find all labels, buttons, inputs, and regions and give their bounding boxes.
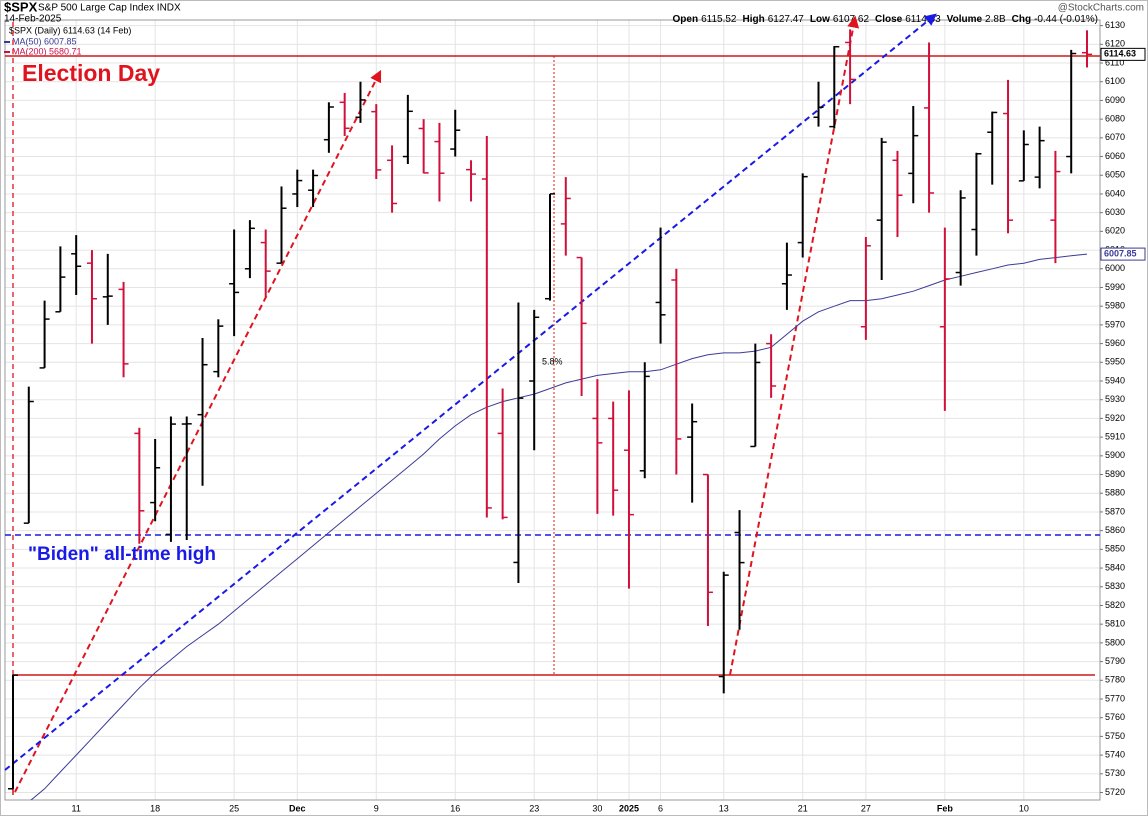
y-tick-label: 5890 (1105, 469, 1125, 479)
quote-value: 6114.63 (905, 14, 941, 25)
y-tick-label: 5920 (1105, 413, 1125, 423)
y-tick-label: 5730 (1105, 768, 1125, 778)
annotation-lines (4, 13, 1100, 795)
y-tick-label: 5800 (1105, 637, 1125, 647)
y-tick-label: 6100 (1105, 76, 1125, 86)
y-tick-label: 5870 (1105, 506, 1125, 516)
marks (8, 29, 1092, 800)
quote-value: -0.44 (-0.01%) (1034, 14, 1098, 25)
price-box (1100, 47, 1146, 61)
y-tick-label: 6130 (1105, 20, 1125, 30)
y-tick-label: 6070 (1105, 132, 1125, 142)
y-tick-label: 6090 (1105, 95, 1125, 105)
price-box-label: 6007.85 (1104, 248, 1137, 258)
x-tick-label: 10 (1019, 803, 1029, 813)
ma50-line (30, 253, 1088, 800)
x-tick-label: 21 (798, 803, 808, 813)
x-tick-label: 16 (450, 803, 460, 813)
x-tick-label: 6 (658, 803, 663, 813)
y-tick-label: 5980 (1105, 301, 1125, 311)
quote: Open 6115.52 High 6127.47 Low 6107.62 Close 611… (673, 14, 1098, 25)
annotation: Election Day (22, 60, 160, 86)
y-tick-label: 5760 (1105, 712, 1125, 722)
quote-value: 6127.47 (768, 14, 805, 25)
x-tick-label: Dec (289, 803, 306, 813)
index-name: S&P 500 Large Cap Index INDX (38, 3, 181, 14)
x-tick-label: 18 (150, 803, 160, 813)
x-tick-label: 25 (229, 803, 239, 813)
x-tick-label: 2025 (619, 803, 639, 813)
quote-label: Open (673, 14, 699, 25)
price-box-label: 6114.63 (1104, 49, 1136, 59)
x-tick-label: 23 (529, 803, 539, 813)
quote-label: High (742, 14, 764, 25)
y-tick-label: 5910 (1105, 431, 1125, 441)
y-tick-label: 6050 (1105, 170, 1125, 180)
x-tick-label: 30 (592, 803, 602, 813)
trend-arrow (14, 69, 382, 793)
y-tick-label: 6000 (1105, 263, 1125, 273)
y-tick-label: 6060 (1105, 151, 1125, 161)
y-tick-label: 5750 (1105, 731, 1125, 741)
y-tick-label: 5770 (1105, 693, 1125, 703)
annotation: 5.8% (542, 356, 563, 366)
legend: $SPX (Daily) 6114.63 (14 Feb) MA(50) 600… (9, 25, 131, 56)
y-tick-label: 5850 (1105, 544, 1125, 554)
y-tick-label: 5860 (1105, 525, 1125, 535)
y-tick-label: 6030 (1105, 207, 1125, 217)
legend-ma200: MA(200) 5680.71 (12, 46, 82, 56)
y-tick-label: 5780 (1105, 675, 1125, 685)
y-tick-label: 5810 (1105, 619, 1125, 629)
x-tick-label: 11 (72, 803, 81, 813)
x-tick-label: 13 (719, 803, 729, 813)
y-tick-label: 5950 (1105, 357, 1125, 367)
quote-value: 6115.52 (701, 14, 737, 25)
y-tick-label: 5720 (1105, 787, 1125, 797)
y-tick-label: 5790 (1105, 656, 1125, 666)
quote-label: Volume (947, 14, 983, 25)
y-tick-label: 5970 (1105, 319, 1125, 329)
price-box (1100, 247, 1146, 261)
annotation: "Biden" all-time high (28, 544, 216, 565)
y-tick-label: 6080 (1105, 114, 1125, 124)
y-tick-label: 5840 (1105, 562, 1125, 572)
y-tick-label: 6120 (1105, 39, 1125, 49)
y-tick-label: 6020 (1105, 226, 1125, 236)
y-tick-label: 6040 (1105, 188, 1125, 198)
grid (5, 20, 1100, 800)
quote-label: Chg (1012, 14, 1031, 25)
y-tick-label: 5820 (1105, 600, 1125, 610)
quote-label: Low (810, 14, 830, 25)
y-tick-label: 5960 (1105, 338, 1125, 348)
y-tick-label: 5830 (1105, 581, 1125, 591)
y-tick-label: 5930 (1105, 394, 1125, 404)
y-tick-label: 5900 (1105, 450, 1125, 460)
x-tick-label: 9 (374, 803, 379, 813)
y-tick-label: 6110 (1105, 57, 1124, 67)
symbol: $SPX (4, 0, 38, 14)
x-tick-label: Feb (937, 803, 954, 813)
quote-label: Close (875, 14, 903, 25)
x-tick-label: 27 (861, 803, 871, 813)
y-tick-label: 5990 (1105, 282, 1125, 292)
legend-ma50: MA(50) 6007.85 (12, 36, 77, 46)
quote-value: 2.8B (985, 14, 1006, 25)
legend-price: $SPX (Daily) 6114.63 (14 Feb) (9, 25, 131, 35)
y-tick-label: 5940 (1105, 375, 1125, 385)
quote-value: 6107.62 (833, 14, 870, 25)
date: 14-Feb-2025 (4, 14, 62, 25)
source: @StockCharts.com (1058, 3, 1144, 14)
plot-border (4, 19, 1101, 801)
y-tick-label: 5740 (1105, 749, 1125, 759)
trend-arrow (729, 15, 860, 676)
y-tick-label: 5880 (1105, 488, 1125, 498)
